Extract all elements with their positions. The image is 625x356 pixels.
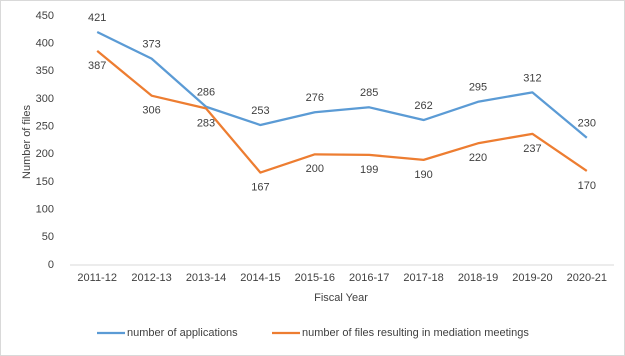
data-label: 170 (578, 180, 596, 192)
data-label: 387 (88, 60, 106, 72)
y-tick-label: 50 (42, 231, 54, 243)
data-label: 276 (306, 92, 324, 104)
series-line (96, 31, 588, 139)
data-label: 283 (197, 117, 215, 129)
y-tick-label: 300 (36, 93, 54, 105)
x-tick-label: 2019-20 (512, 272, 552, 284)
y-tick-label: 200 (36, 148, 54, 160)
x-tick-label: 2012-13 (131, 272, 171, 284)
data-label: 190 (414, 169, 432, 181)
data-label: 237 (523, 143, 541, 155)
x-tick-label: 2018-19 (458, 272, 498, 284)
data-label: 167 (251, 181, 269, 193)
data-label: 306 (142, 105, 160, 117)
y-tick-label: 400 (36, 38, 54, 50)
data-label: 295 (469, 82, 487, 94)
data-label: 199 (360, 164, 378, 176)
data-label: 421 (88, 12, 106, 24)
data-label: 220 (469, 152, 487, 164)
y-tick-label: 150 (36, 176, 54, 188)
legend-label: number of applications (127, 327, 238, 339)
y-tick-label: 350 (36, 65, 54, 77)
y-tick-label: 250 (36, 121, 54, 133)
data-label: 253 (251, 105, 269, 117)
legend-label: number of files resulting in mediation m… (302, 327, 529, 339)
series-line (96, 49, 588, 174)
data-label: 286 (197, 87, 215, 99)
y-tick-label: 450 (36, 10, 54, 22)
y-tick-label: 0 (48, 259, 54, 271)
x-tick-label: 2017-18 (403, 272, 443, 284)
x-tick-label: 2020-21 (567, 272, 607, 284)
x-tick-label: 2014-15 (240, 272, 280, 284)
x-tick-label: 2016-17 (349, 272, 389, 284)
x-tick-label: 2013-14 (186, 272, 226, 284)
y-axis-title: Number of files (21, 105, 33, 179)
data-label: 230 (578, 118, 596, 130)
x-axis-title: Fiscal Year (314, 292, 368, 304)
data-label: 262 (414, 100, 432, 112)
data-label: 373 (142, 39, 160, 51)
data-label: 312 (523, 72, 541, 84)
data-label: 200 (306, 163, 324, 175)
x-tick-label: 2015-16 (295, 272, 335, 284)
data-label: 285 (360, 87, 378, 99)
x-tick-label: 2011-12 (77, 272, 117, 284)
y-tick-label: 100 (36, 204, 54, 216)
